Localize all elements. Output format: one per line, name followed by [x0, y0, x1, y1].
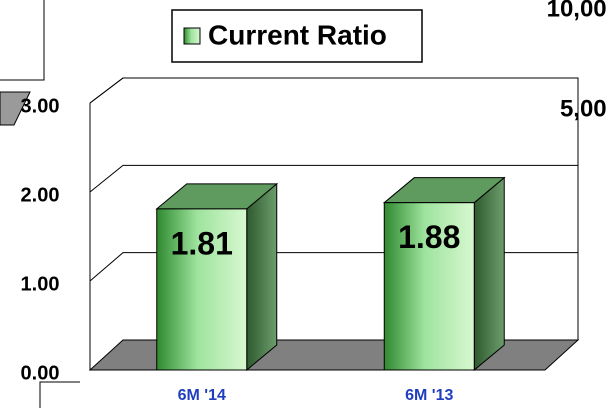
x-tick-label: 6M '14 — [178, 387, 226, 404]
grid-line — [89, 77, 578, 104]
bar — [156, 208, 248, 371]
neighbor-floor — [0, 91, 31, 126]
legend-box — [171, 9, 423, 63]
bar-side — [246, 182, 278, 372]
y-tick-label: 10,000 — [547, 0, 606, 22]
neighbor-frame — [39, 381, 80, 408]
grid-line — [89, 164, 578, 193]
data-label: 1.88 — [398, 219, 460, 255]
y-tick-label: 1.00 — [21, 273, 60, 295]
y-tick-label: 2.00 — [21, 184, 60, 206]
y-tick-label: 3.00 — [21, 95, 60, 117]
data-label: 1.81 — [171, 225, 233, 261]
x-tick-label: 6M '13 — [405, 387, 453, 404]
y-tick-label: 5,000 — [560, 95, 606, 122]
y-tick-label: 0.00 — [21, 362, 60, 384]
neighbor-frame — [0, 0, 45, 81]
bar-side — [473, 176, 505, 372]
bar — [383, 202, 475, 371]
legend-label: Current Ratio — [208, 19, 387, 50]
legend-swatch — [183, 27, 201, 45]
